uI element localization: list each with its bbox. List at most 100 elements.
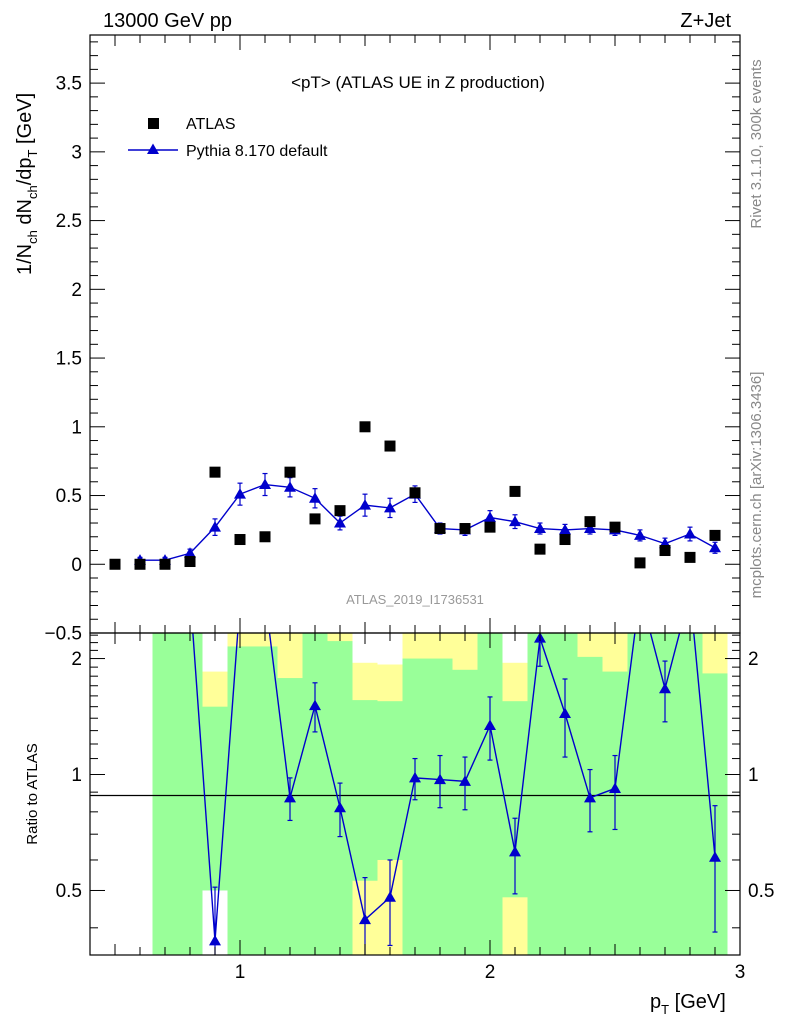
axis-ticks: 0 0.5 1 1.5 2 2.5 3 3.5 −0.5 1 2 3 0.5 0.5 1 1 2 2	[44, 35, 774, 983]
legend-label-atlas: ATLAS	[186, 116, 236, 133]
ratio-band-green	[527, 633, 553, 955]
pythia-point	[209, 521, 221, 532]
atlas-point	[359, 421, 371, 433]
legend-label-pythia: Pythia 8.170 default	[186, 143, 328, 160]
main-y-axis-label: 1/Nch dNch/dpT [GeV]	[14, 93, 40, 275]
ratio-pythia-point	[434, 773, 446, 785]
atlas-point	[184, 556, 196, 568]
ratio-band-green	[202, 706, 228, 891]
ratio-band-green	[677, 633, 703, 955]
ratio-pythia-point	[484, 719, 496, 731]
legend: ATLAS Pythia 8.170 default	[128, 116, 328, 160]
ratio-y-tick-label-right: 0.5	[748, 881, 774, 902]
atlas-point	[259, 531, 271, 543]
atlas-point	[384, 440, 396, 452]
legend-marker-pythia	[147, 143, 159, 154]
main-y-tick-label: 1.5	[56, 349, 82, 370]
atlas-point	[309, 513, 321, 525]
ratio-pythia-point	[384, 891, 396, 902]
ratio-pythia-point	[359, 913, 371, 925]
ratio-series-pythia	[134, 587, 721, 955]
ratio-pythia-point	[334, 801, 346, 813]
pythia-point	[284, 481, 296, 492]
analysis-watermark: ATLAS_2019_I1736531	[346, 592, 484, 607]
pythia-point	[534, 522, 546, 534]
rivet-label: Rivet 3.1.10, 300k events	[748, 59, 765, 228]
pythia-point	[509, 515, 521, 527]
x-axis-label: pT [GeV]	[650, 991, 726, 1017]
ratio-pythia-point	[459, 775, 471, 786]
pythia-point	[584, 522, 596, 534]
ratio-band-green	[302, 633, 328, 955]
ratio-uncertainty-bands	[152, 633, 728, 955]
main-y-tick-label: 0.5	[56, 486, 82, 507]
ratio-pythia-point	[409, 771, 421, 783]
atlas-point	[134, 558, 146, 570]
ratio-pythia-point	[659, 682, 671, 694]
ratio-band-green	[227, 646, 253, 955]
ratio-pythia-point	[309, 699, 321, 711]
atlas-point	[109, 558, 121, 570]
ratio-pythia-point	[159, 587, 171, 598]
ratio-pythia-point	[559, 707, 571, 719]
atlas-point	[559, 534, 571, 546]
ratio-y-tick-label-right: 1	[748, 765, 759, 786]
ratio-pythia-point	[284, 791, 296, 803]
atlas-point	[659, 545, 671, 557]
ratio-pythia-point	[134, 587, 146, 598]
main-y-tick-label: 0	[71, 555, 82, 576]
ratio-band-green	[477, 633, 503, 955]
ratio-pythia-point	[609, 782, 621, 793]
main-y-tick-label: 1	[71, 417, 82, 438]
ratio-pythia-point	[709, 851, 721, 862]
atlas-point	[709, 529, 721, 541]
ratio-pythia-point	[584, 791, 596, 803]
plot-title: <pT> (ATLAS UE in Z production)	[291, 73, 545, 92]
ratio-y-tick-label-right: 2	[748, 649, 759, 670]
atlas-point	[409, 487, 421, 499]
ratio-band-green	[452, 669, 478, 955]
pythia-point	[184, 547, 196, 558]
ratio-band-green	[177, 633, 203, 955]
atlas-point	[534, 543, 546, 555]
atlas-point	[234, 534, 246, 546]
atlas-point	[609, 521, 621, 533]
atlas-point	[634, 557, 646, 569]
atlas-point	[484, 521, 496, 533]
main-y-tick-label: 2	[71, 280, 82, 301]
mcplots-label: mcplots.cern.ch [arXiv:1306.3436]	[748, 372, 765, 599]
pythia-point	[309, 492, 321, 503]
main-y-tick-label: 2.5	[56, 211, 82, 232]
atlas-point	[159, 558, 171, 570]
main-series	[109, 421, 721, 570]
ratio-pythia-point	[184, 587, 196, 598]
ratio-y-tick-label: 2	[71, 649, 82, 670]
ratio-pythia-point	[684, 587, 696, 598]
x-tick-label: 1	[235, 962, 246, 983]
pythia-point	[684, 528, 696, 539]
ratio-pythia-point	[634, 587, 646, 598]
pythia-point	[334, 517, 346, 528]
pythia-point	[709, 541, 721, 553]
ratio-pythia-point	[234, 596, 246, 607]
atlas-point	[459, 523, 471, 535]
ratio-band-green	[152, 633, 178, 955]
pythia-point	[484, 511, 496, 523]
x-tick-label: 2	[485, 962, 496, 983]
main-y-tick-label: −0.5	[44, 624, 82, 645]
pythia-point	[559, 523, 571, 535]
ratio-pythia-point	[509, 845, 521, 857]
ratio-band-green	[252, 646, 278, 955]
main-y-tick-label: 3.5	[56, 74, 82, 95]
atlas-point	[684, 551, 696, 563]
main-y-tick-label: 3	[71, 142, 82, 163]
header-right: Z+Jet	[680, 10, 731, 32]
atlas-point	[434, 523, 446, 535]
x-tick-label: 3	[735, 962, 746, 983]
header-left: 13000 GeV pp	[103, 10, 232, 32]
pythia-point	[259, 478, 271, 490]
ratio-band-green	[377, 701, 403, 860]
atlas-point	[334, 505, 346, 517]
ratio-band-green	[627, 633, 653, 955]
